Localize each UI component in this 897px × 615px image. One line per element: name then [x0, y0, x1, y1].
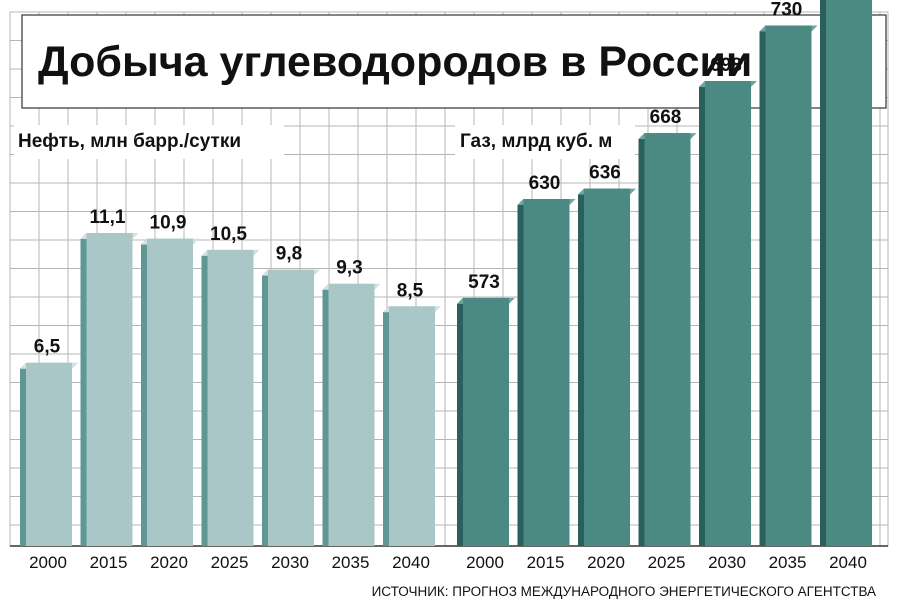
- oil-category-label: 2025: [211, 553, 249, 572]
- oil-category-bg: [23, 549, 73, 573]
- gas-bar-front: [463, 297, 509, 546]
- oil-category-bg: [386, 549, 436, 573]
- oil-category-label: 2020: [150, 553, 188, 572]
- oil-bar: [201, 249, 260, 546]
- gas-bar-front: [523, 199, 570, 546]
- gas-category-label: 2000: [466, 553, 504, 572]
- gas-bar: [578, 188, 636, 546]
- oil-value-label: 11,1: [90, 207, 126, 228]
- gas-bar-side: [699, 81, 705, 547]
- gas-bar-side: [638, 133, 645, 546]
- oil-value-label: 10,5: [210, 224, 247, 245]
- oil-bar: [80, 232, 139, 547]
- gas-category-bg: [823, 549, 873, 573]
- oil-bar-side: [322, 283, 329, 546]
- gas-bar-side: [457, 297, 463, 546]
- bars: 6,5 2000 11,1 2015 10,9 2020 10,5 2025 9,8 2030 9,…: [20, 0, 873, 573]
- chart-title: Добыча углеводородов в России: [38, 38, 752, 86]
- oil-value-label: 6,5: [34, 337, 61, 358]
- gas-bar-front: [644, 133, 691, 546]
- gas-category-bg: [520, 549, 571, 573]
- oil-bar-side: [201, 249, 208, 546]
- oil-bar-side: [383, 306, 389, 546]
- gas-bar-side: [820, 0, 826, 546]
- gas-value-label: 730: [771, 0, 803, 21]
- gas-bar: [457, 297, 515, 546]
- oil-category-label: 2015: [90, 553, 128, 572]
- oil-category-bg: [265, 549, 315, 573]
- oil-value-label: 8,5: [397, 280, 424, 301]
- gas-bar-front: [765, 25, 812, 546]
- source-bg: [390, 577, 882, 603]
- gas-category-label: 2035: [769, 553, 807, 572]
- oil-value-label: 9,3: [336, 258, 362, 279]
- gas-value-label: 698: [710, 55, 742, 76]
- oil-category-bg: [144, 549, 194, 573]
- gas-value-label: 668: [650, 107, 682, 128]
- gas-bar-side: [759, 25, 766, 546]
- oil-subtitle-bg: [14, 125, 284, 159]
- oil-panel-title: Нефть, млн барр./сутки: [18, 131, 241, 152]
- oil-bar-front: [268, 269, 314, 546]
- gas-category-label: 2025: [648, 553, 686, 572]
- gas-bar-front: [584, 188, 630, 546]
- gas-bar: [759, 25, 818, 546]
- gas-value-label: 573: [468, 272, 500, 293]
- oil-bar: [262, 269, 320, 546]
- oil-bar-front: [328, 283, 375, 546]
- oil-bar: [141, 238, 199, 546]
- oil-bar-front: [389, 306, 435, 546]
- oil-value-label: 9,8: [276, 244, 302, 265]
- oil-bar-front: [86, 232, 133, 547]
- gas-category-label: 2030: [708, 553, 746, 572]
- oil-bar-side: [141, 238, 147, 546]
- oil-category-bg: [204, 549, 255, 573]
- gas-bar-side: [517, 199, 524, 546]
- gas-category-bg: [762, 549, 813, 573]
- gas-category-label: 2020: [587, 553, 625, 572]
- gas-bar-side: [578, 188, 584, 546]
- gas-bar: [820, 0, 872, 547]
- gas-bar: [699, 81, 757, 547]
- oil-category-label: 2000: [29, 553, 67, 572]
- gas-category-bg: [460, 549, 510, 573]
- oil-bar: [383, 306, 441, 546]
- oil-category-label: 2030: [271, 553, 309, 572]
- gas-category-bg: [702, 549, 752, 573]
- oil-category-label: 2035: [332, 553, 370, 572]
- oil-bar: [322, 283, 381, 546]
- gas-value-label: 630: [529, 173, 561, 194]
- oil-bar-side: [262, 269, 268, 546]
- gas-category-bg: [581, 549, 631, 573]
- gas-category-label: 2015: [527, 553, 565, 572]
- oil-category-label: 2040: [392, 553, 430, 572]
- oil-bar-front: [147, 238, 193, 546]
- gas-panel-title: Газ, млрд куб. м: [460, 131, 612, 152]
- oil-bar-front: [207, 249, 254, 546]
- oil-value-label: 10,9: [150, 213, 187, 234]
- gas-category-bg: [641, 549, 692, 573]
- gas-category-label: 2040: [829, 553, 867, 572]
- gas-bar-front: [705, 81, 751, 547]
- gas-value-label: 636: [589, 163, 621, 184]
- oil-category-bg: [325, 549, 376, 573]
- oil-bar-front: [26, 362, 72, 546]
- source-note: ИСТОЧНИК: ПРОГНОЗ МЕЖДУНАРОДНОГО ЭНЕРГЕТ…: [372, 584, 876, 599]
- oil-category-bg: [83, 549, 134, 573]
- gas-bar-front: [826, 0, 872, 547]
- gas-bar: [517, 199, 576, 546]
- oil-bar-side: [80, 232, 87, 547]
- oil-bar: [20, 362, 78, 546]
- gas-bar: [638, 133, 697, 546]
- gas-subtitle-bg: [455, 125, 635, 159]
- oil-bar-side: [20, 362, 26, 546]
